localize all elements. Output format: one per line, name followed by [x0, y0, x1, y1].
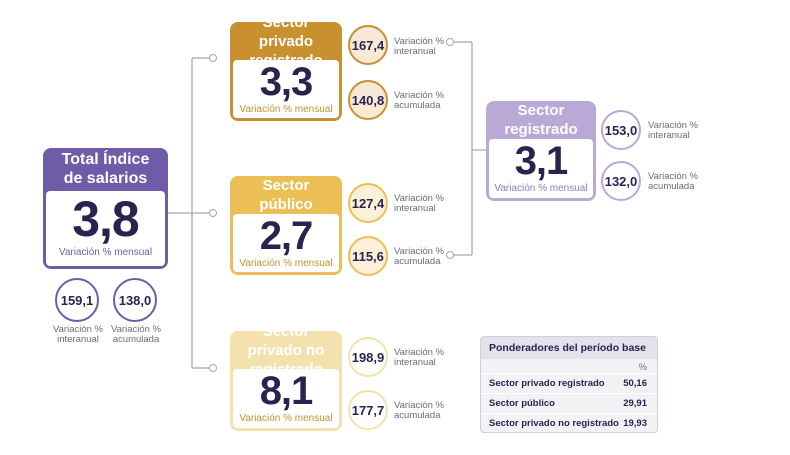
privado-registrado-acumulada-label: Variación % acumulada [394, 90, 444, 111]
registrado-interanual-circle: 153,0 [601, 110, 641, 150]
row-value: 29,91 [623, 398, 647, 409]
total-acumulada-value: 138,0 [118, 292, 152, 308]
connector-dot [209, 54, 217, 62]
publico-card: Sector público 2,7 Variación % mensual [230, 176, 342, 275]
publico-interanual-label: Variación % interanual [394, 193, 444, 214]
no-registrado-acumulada-circle: 177,7 [348, 390, 388, 430]
registrado-value: 3,1 [514, 139, 569, 183]
publico-caption: Variación % mensual [239, 258, 333, 269]
publico-acumulada-value: 115,6 [352, 248, 384, 264]
privado-registrado-card: Sector privado registrado 3,3 Variación … [230, 13, 342, 121]
publico-title: Sector público [259, 177, 313, 213]
privado-registrado-caption: Variación % mensual [239, 104, 333, 115]
publico-interanual-value: 127,4 [351, 195, 385, 211]
connector-dot [446, 251, 454, 259]
no-registrado-title: Sector privado no registrado [247, 322, 325, 378]
total-acumulada-circle: 138,0 [113, 278, 157, 322]
no-registrado-acumulada-value: 177,7 [351, 402, 385, 418]
no-registrado-caption: Variación % mensual [239, 413, 333, 424]
privado-registrado-acumulada-circle: 140,8 [348, 80, 388, 120]
privado-registrado-title: Sector privado registrado [249, 13, 322, 69]
total-interanual-value: 159,1 [60, 292, 94, 308]
total-title: Total Índice de salarios [61, 151, 150, 187]
row-value: 19,93 [623, 418, 647, 429]
privado-registrado-interanual-circle: 167,4 [348, 25, 388, 65]
registrado-card: Sector registrado 3,1 Variación % mensua… [486, 101, 596, 201]
row-label: Sector público [489, 398, 555, 409]
registrado-title: Sector registrado [504, 102, 578, 138]
privado-registrado-acumulada-value: 140,8 [351, 92, 385, 108]
registrado-interanual-label: Variación % interanual [648, 120, 698, 141]
registrado-acumulada-label: Variación % acumulada [648, 171, 698, 192]
no-registrado-interanual-value: 198,9 [351, 349, 385, 365]
no-registrado-interanual-circle: 198,9 [348, 337, 388, 377]
row-label: Sector privado no registrado [489, 418, 619, 429]
connector-dot [209, 364, 217, 372]
publico-acumulada-circle: 115,6 [348, 236, 388, 276]
table-row: Sector privado no registrado 19,93 [481, 413, 657, 433]
no-registrado-value: 8,1 [259, 369, 314, 413]
ponderadores-title: Ponderadores del período base [481, 337, 657, 359]
privado-registrado-value: 3,3 [259, 60, 314, 104]
row-value: 50,16 [623, 378, 647, 389]
publico-value: 2,7 [259, 214, 314, 258]
registrado-interanual-value: 153,0 [604, 122, 638, 138]
total-interanual-label: Variación % interanual [53, 324, 103, 345]
no-registrado-interanual-label: Variación % interanual [394, 347, 444, 368]
publico-acumulada-label: Variación % acumulada [394, 246, 444, 267]
total-card: Total Índice de salarios 3,8 Variación %… [43, 148, 168, 269]
connector-dot [209, 209, 217, 217]
total-caption: Variación % mensual [58, 247, 153, 258]
connector-dot [446, 38, 454, 46]
registrado-acumulada-circle: 132,0 [601, 161, 641, 201]
registrado-caption: Variación % mensual [494, 183, 588, 194]
privado-registrado-interanual-label: Variación % interanual [394, 36, 444, 57]
no-registrado-card: Sector privado no registrado 8,1 Variaci… [230, 322, 342, 431]
row-label: Sector privado registrado [489, 378, 605, 389]
ponderadores-table: Ponderadores del período base % Sector p… [480, 336, 658, 433]
privado-registrado-interanual-value: 167,4 [351, 37, 385, 53]
ponderadores-unit: % [638, 362, 647, 373]
no-registrado-acumulada-label: Variación % acumulada [394, 400, 444, 421]
total-value: 3,8 [72, 191, 140, 247]
total-interanual-circle: 159,1 [55, 278, 99, 322]
table-row: Sector público 29,91 [481, 393, 657, 413]
table-row: Sector privado registrado 50,16 [481, 373, 657, 393]
total-acumulada-label: Variación % acumulada [111, 324, 161, 345]
publico-interanual-circle: 127,4 [348, 183, 388, 223]
registrado-acumulada-value: 132,0 [604, 173, 638, 189]
